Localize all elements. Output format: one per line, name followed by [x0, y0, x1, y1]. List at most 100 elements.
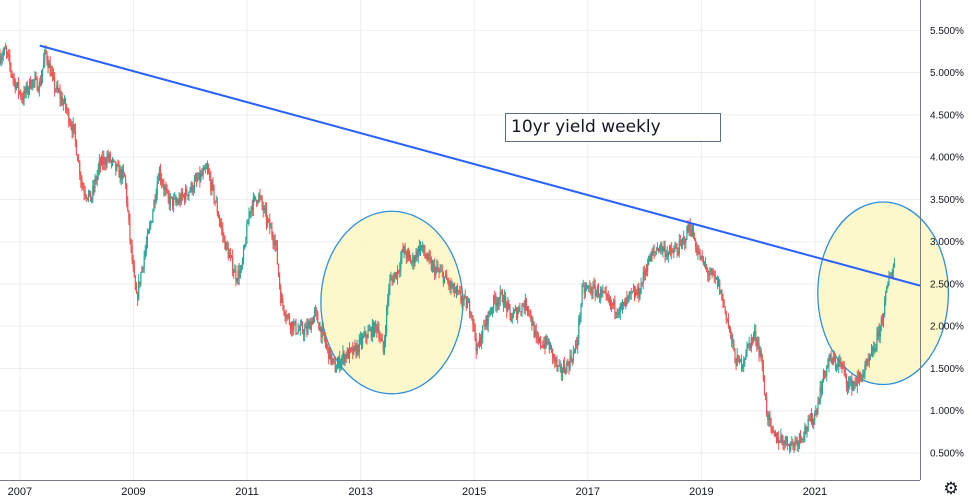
candle-body — [311, 321, 313, 324]
candle-body — [863, 373, 865, 375]
candle-body — [150, 222, 152, 227]
candle-body — [507, 303, 509, 311]
candle-body — [123, 173, 126, 177]
candle-body — [241, 260, 244, 267]
candle-body — [408, 253, 411, 258]
candle-body — [256, 199, 258, 204]
candle-body — [780, 436, 782, 442]
candle-body — [794, 440, 796, 447]
candle-body — [887, 283, 889, 286]
candle-body — [775, 432, 778, 442]
candle-body — [140, 272, 142, 285]
candle-body — [232, 257, 234, 273]
candle-body — [216, 201, 218, 214]
annotation-text-box[interactable]: 10yr yield weekly — [505, 113, 721, 142]
candle-body — [643, 271, 645, 275]
time-axis[interactable]: 2007 2009 2011 2013 2015 2017 2019 2021 — [8, 486, 828, 498]
candle-body — [816, 410, 818, 413]
highlight-ellipse[interactable] — [817, 201, 950, 386]
candle-body — [681, 239, 684, 244]
candle-body — [186, 188, 188, 195]
candle-body — [262, 205, 264, 211]
candle-body — [400, 258, 402, 270]
candle-body — [532, 322, 534, 326]
candle-body — [560, 365, 562, 374]
gear-icon[interactable]: ⚙ — [943, 479, 959, 499]
candle-body — [382, 341, 384, 352]
candle-body — [91, 197, 93, 202]
candle-body — [447, 279, 449, 282]
candle-body — [179, 197, 181, 203]
candle-body — [653, 250, 655, 252]
candle-body — [687, 226, 689, 232]
candle-body — [285, 316, 287, 318]
candle-body — [697, 251, 699, 254]
candle-body — [544, 343, 546, 348]
candle-body — [386, 308, 388, 333]
candle-body — [14, 80, 16, 90]
candle-body — [349, 347, 352, 349]
candle-body — [13, 78, 15, 81]
candle-body — [268, 219, 270, 221]
candle-body — [283, 305, 285, 313]
candle-body — [34, 77, 36, 82]
candle-body — [515, 308, 518, 319]
candle-body — [352, 347, 354, 355]
candle-body — [461, 300, 463, 303]
candle-body — [732, 340, 734, 343]
candle-body — [205, 168, 208, 170]
candle-body — [426, 258, 428, 260]
candle-body — [606, 293, 608, 298]
candle-body — [853, 382, 855, 384]
candle-body — [512, 312, 514, 319]
y-tick-label: 5.000% — [930, 68, 964, 79]
candle-body — [781, 436, 783, 440]
candle-body — [651, 253, 653, 255]
candle-body — [614, 300, 616, 313]
x-tick-label: 2015 — [462, 486, 486, 498]
candle-body — [378, 328, 380, 339]
candle-body — [97, 167, 99, 175]
candle-body — [100, 157, 103, 166]
candle-body — [696, 248, 698, 254]
candle-body — [759, 350, 761, 355]
candle-body — [322, 327, 324, 332]
candle-body — [96, 174, 98, 181]
candle-body — [784, 440, 786, 446]
x-tick-label: 2021 — [803, 486, 827, 498]
candle-body — [98, 160, 100, 168]
candle-body — [487, 311, 489, 326]
candle-body — [881, 317, 884, 322]
candle-body — [202, 170, 204, 176]
trendline[interactable] — [39, 44, 921, 287]
candle-body — [64, 98, 67, 108]
candle-body — [503, 296, 506, 306]
candle-body — [766, 397, 768, 415]
candle-body — [370, 328, 372, 338]
price-axis[interactable]: 5.500% 5.000% 4.500% 4.000% 3.500% 3.000% 2.50… — [930, 26, 964, 460]
candle-body — [878, 330, 880, 337]
candle-body — [318, 323, 320, 331]
candle-body — [639, 293, 641, 298]
candle-body — [17, 82, 20, 92]
candle-body — [633, 290, 636, 297]
candle-body — [61, 96, 63, 105]
candle-body — [269, 219, 271, 229]
candle-body — [484, 325, 486, 327]
candle-body — [56, 85, 58, 90]
candle-body — [664, 246, 666, 257]
candle-body — [491, 308, 494, 310]
candle-body — [0, 55, 1, 63]
candle-body — [760, 350, 762, 361]
candle-body — [553, 355, 555, 359]
candle-body — [458, 291, 460, 292]
candle-body — [805, 426, 807, 431]
candle-body — [757, 343, 759, 346]
y-tick-label: 4.000% — [930, 153, 964, 164]
candle-body — [45, 50, 47, 53]
candle-body — [361, 337, 364, 345]
candle-body — [390, 278, 392, 280]
candle-body — [347, 349, 349, 359]
candle-body — [70, 124, 72, 127]
candle-body — [286, 315, 288, 318]
